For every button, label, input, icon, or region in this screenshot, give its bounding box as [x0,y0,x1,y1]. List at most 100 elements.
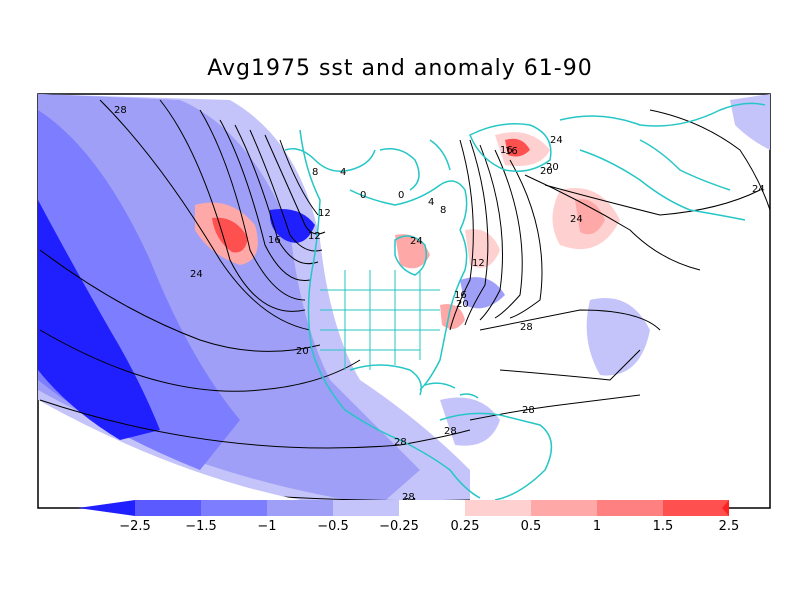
contour-line [509,159,543,319]
colorbar-swatch [333,500,399,516]
coastline [439,412,553,501]
contour-label: 28 [394,437,407,448]
contour-label: 24 [550,135,563,146]
colorbar-tick-label: 0.5 [521,519,542,534]
colorbar-swatch [663,500,729,516]
colorbar-tick-label: −1.5 [185,519,217,534]
coastline [639,139,731,191]
anomaly-field [38,94,770,510]
contour-label: 28 [522,405,535,416]
contour-label: 12 [308,231,321,242]
contour-label: 0 [398,190,404,201]
coastline [379,148,420,191]
coastline [349,364,422,396]
colorbar-tick-label: −2.5 [119,519,151,534]
contour-label: 4 [340,167,346,178]
state-borders [320,270,440,370]
colorbar-swatch [201,500,267,516]
anomaly-hudson-positive [395,234,430,269]
contour-line [479,144,503,321]
colorbar-tick-label: 1.5 [653,519,674,534]
contour-line [524,174,701,271]
coastline [579,149,746,221]
contour-line [159,99,306,312]
coastline [349,180,468,231]
contour-line [494,149,523,319]
anomaly-pacific-positive-core [212,217,248,253]
anomaly-atlantic-positive-core [575,199,605,235]
coastline [419,229,468,391]
contour-line [479,309,661,331]
contour-label: 12 [318,208,331,219]
contour-line [39,249,321,352]
contour-label: 20 [546,162,559,173]
contour-line [234,124,319,265]
contour-line [199,109,306,301]
colorbar: −2.5 −1.5 −1 −0.5 −0.25 0.25 0.5 1 1.5 2.5 [78,500,739,534]
contour-label: 12 [472,258,485,269]
anomaly-eastcoast-positive [440,304,465,329]
contour-line [39,399,471,449]
anomaly-pacific-strong [38,200,160,440]
contour-label: 28 [520,322,533,333]
anomaly-gulf-alaska [269,209,315,243]
contour-line [279,139,319,216]
anomaly-barents-core [505,138,530,157]
contour-label: 24 [410,236,423,247]
colorbar-swatch [531,500,597,516]
coastline [394,235,427,276]
contour-line [449,139,474,331]
anomaly-atlantic-negative [586,298,650,376]
colorbar-tick-label: 0.25 [451,519,480,534]
colorbar-tick-label: −0.5 [317,519,349,534]
colorbar-swatch [465,500,531,516]
colorbar-tick-label: 1 [593,519,601,534]
contour-label: 16 [268,235,281,246]
contour-label: 24 [752,184,765,195]
coastlines [284,102,766,501]
contour-label: 16 [500,145,513,156]
contour-line [649,109,770,211]
contour-label: 8 [440,205,446,216]
colorbar-swatch [597,500,663,516]
coastline [469,123,552,172]
contour-label: 0 [360,190,366,201]
contour-label: 28 [402,492,415,503]
colorbar-swatch [267,500,333,516]
coastline [429,139,451,171]
colorbar-swatch [135,500,201,516]
coastline [559,102,766,127]
contour-label: 28 [114,105,127,116]
coastline [459,393,479,399]
contour-label: 28 [444,426,457,437]
anomaly-caribbean-negative [440,397,500,446]
contour-label: 8 [312,167,318,178]
anomaly-gulfstream-negative [460,277,505,309]
contour-label: 16 [454,290,467,301]
colorbar-arrow-high [722,500,729,516]
contour-label: 20 [456,299,469,310]
contour-label: 4 [428,197,434,208]
anomaly-arctic-negative [730,94,770,150]
coastline [424,382,456,389]
contour-line [99,99,311,331]
contour-label: 16 [505,146,518,157]
contour-line [39,329,361,392]
contour-line [499,349,641,381]
contour-label: 20 [296,346,309,357]
contour-line [544,184,761,216]
map-title: Avg1975 sst and anomaly 61-90 [207,56,593,81]
coastline [284,148,376,172]
colorbar-arrow-low [78,500,135,516]
contour-label: 20 [540,166,553,177]
contour-label: 24 [190,269,203,280]
colorbar-tick-label: −1 [257,519,276,534]
coastline [299,129,481,499]
colorbar-swatch [399,500,465,516]
colorbar-tick-label: −0.25 [379,519,419,534]
colorbar-tick-label: 2.5 [719,519,740,534]
contour-line [219,119,311,282]
contour-line [464,139,489,326]
contour-label: 24 [570,214,583,225]
